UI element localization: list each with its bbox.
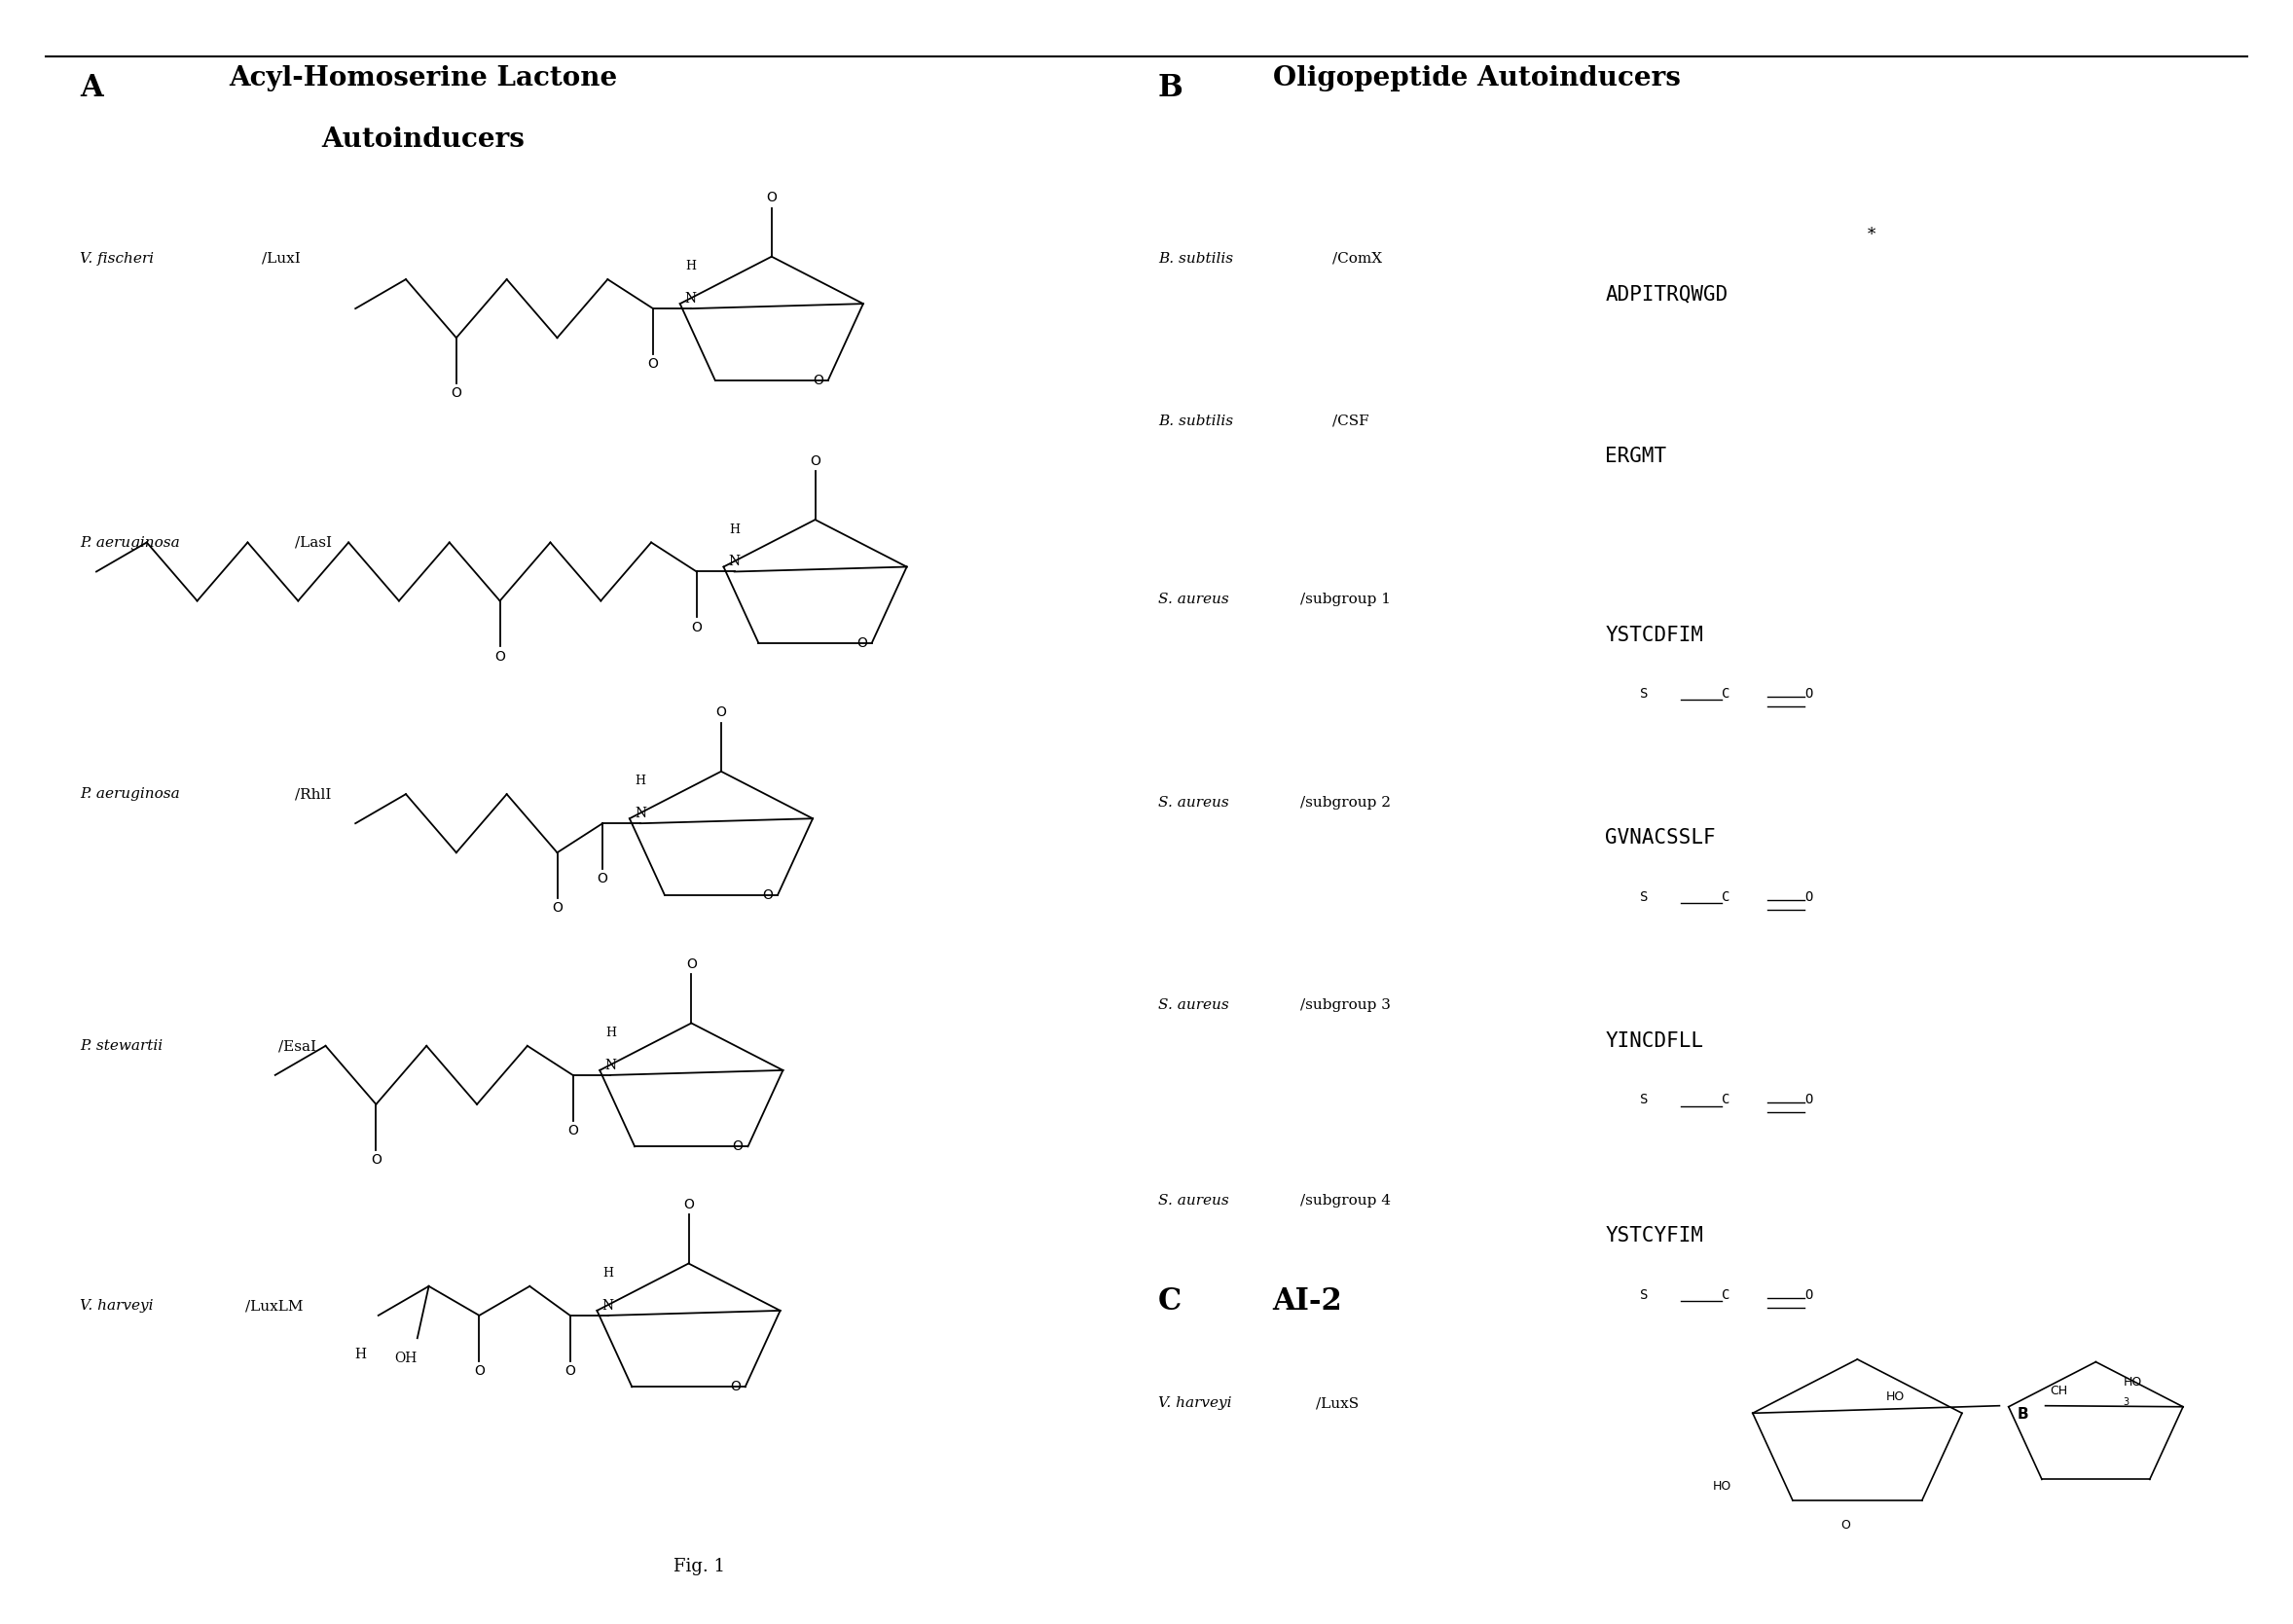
Text: H: H (686, 260, 697, 273)
Text: HO: HO (1713, 1479, 1731, 1492)
Text: O: O (858, 637, 867, 650)
Text: H: H (603, 1267, 612, 1280)
Text: S. aureus: S. aureus (1158, 796, 1229, 809)
Text: H: H (729, 523, 741, 536)
Text: O: O (729, 1380, 741, 1393)
Text: S. aureus: S. aureus (1158, 593, 1229, 606)
Text: N: N (603, 1299, 615, 1312)
Text: /subgroup 4: /subgroup 4 (1300, 1194, 1392, 1207)
Text: C: C (1722, 1288, 1731, 1301)
Text: /CSF: /CSF (1332, 414, 1369, 427)
Text: /subgroup 1: /subgroup 1 (1300, 593, 1392, 606)
Text: B: B (1158, 73, 1183, 104)
Text: O: O (1805, 1288, 1814, 1301)
Text: /LasI: /LasI (296, 536, 332, 549)
Text: O: O (1841, 1518, 1850, 1531)
Text: ADPITRQWGD: ADPITRQWGD (1605, 284, 1729, 304)
Text: O: O (734, 1140, 743, 1153)
Text: B: B (2018, 1406, 2027, 1421)
Text: /EsaI: /EsaI (277, 1039, 316, 1052)
Text: H: H (353, 1348, 367, 1361)
Text: O: O (647, 357, 658, 370)
Text: S: S (1639, 687, 1649, 700)
Text: O: O (1805, 890, 1814, 903)
Text: O: O (564, 1364, 576, 1377)
Text: 3: 3 (2123, 1397, 2130, 1406)
Text: C: C (1722, 1093, 1731, 1106)
Text: V. harveyi: V. harveyi (80, 1299, 154, 1312)
Text: H: H (605, 1026, 617, 1039)
Text: YSTCDFIM: YSTCDFIM (1605, 625, 1704, 645)
Text: O: O (812, 374, 823, 387)
Text: O: O (1805, 1093, 1814, 1106)
Text: Acyl-Homoserine Lactone: Acyl-Homoserine Lactone (229, 65, 617, 91)
Text: O: O (766, 192, 777, 205)
Text: S. aureus: S. aureus (1158, 1194, 1229, 1207)
Text: Oligopeptide Autoinducers: Oligopeptide Autoinducers (1273, 65, 1681, 91)
Text: O: O (495, 650, 504, 663)
Text: GVNACSSLF: GVNACSSLF (1605, 828, 1715, 848)
Text: YINCDFLL: YINCDFLL (1605, 1031, 1704, 1051)
Text: N: N (686, 292, 697, 305)
Text: P. aeruginosa: P. aeruginosa (80, 788, 181, 801)
Text: O: O (596, 872, 608, 885)
Text: /ComX: /ComX (1332, 252, 1383, 265)
Text: B. subtilis: B. subtilis (1158, 252, 1234, 265)
Text: Autoinducers: Autoinducers (321, 127, 525, 153)
Text: C: C (1722, 687, 1731, 700)
Text: O: O (761, 888, 773, 901)
Text: O: O (686, 958, 697, 971)
Text: /subgroup 2: /subgroup 2 (1300, 796, 1392, 809)
Text: O: O (475, 1364, 484, 1377)
Text: N: N (635, 807, 647, 820)
Text: N: N (605, 1059, 617, 1072)
Text: S: S (1639, 1288, 1649, 1301)
Text: Fig. 1: Fig. 1 (674, 1557, 725, 1575)
Text: O: O (683, 1199, 695, 1212)
Text: HO: HO (1885, 1390, 1905, 1403)
Text: ERGMT: ERGMT (1605, 447, 1667, 466)
Text: O: O (809, 455, 821, 468)
Text: *: * (1867, 227, 1876, 244)
Text: C: C (1158, 1286, 1181, 1317)
Text: V. fischeri: V. fischeri (80, 252, 154, 265)
Text: OH: OH (394, 1351, 417, 1364)
Text: O: O (566, 1124, 578, 1137)
Text: CH: CH (2050, 1384, 2068, 1397)
Text: O: O (553, 901, 562, 914)
Text: O: O (452, 387, 461, 400)
Text: O: O (1805, 687, 1814, 700)
Text: YSTCYFIM: YSTCYFIM (1605, 1226, 1704, 1246)
Text: H: H (635, 775, 647, 788)
Text: P. stewartii: P. stewartii (80, 1039, 163, 1052)
Text: B. subtilis: B. subtilis (1158, 414, 1234, 427)
Text: O: O (690, 620, 702, 633)
Text: S: S (1639, 890, 1649, 903)
Text: O: O (371, 1153, 381, 1166)
Text: C: C (1722, 890, 1731, 903)
Text: HO: HO (2123, 1376, 2142, 1389)
Text: /LuxI: /LuxI (261, 252, 300, 265)
Text: AI-2: AI-2 (1273, 1286, 1341, 1317)
Text: S. aureus: S. aureus (1158, 999, 1229, 1012)
Text: N: N (729, 555, 741, 568)
Text: /LuxLM: /LuxLM (245, 1299, 303, 1312)
Text: S: S (1639, 1093, 1649, 1106)
Text: A: A (80, 73, 103, 104)
Text: /LuxS: /LuxS (1316, 1397, 1360, 1410)
Text: V. harveyi: V. harveyi (1158, 1397, 1231, 1410)
Text: /RhlI: /RhlI (296, 788, 330, 801)
Text: O: O (715, 706, 727, 719)
Text: /subgroup 3: /subgroup 3 (1300, 999, 1392, 1012)
Text: P. aeruginosa: P. aeruginosa (80, 536, 181, 549)
